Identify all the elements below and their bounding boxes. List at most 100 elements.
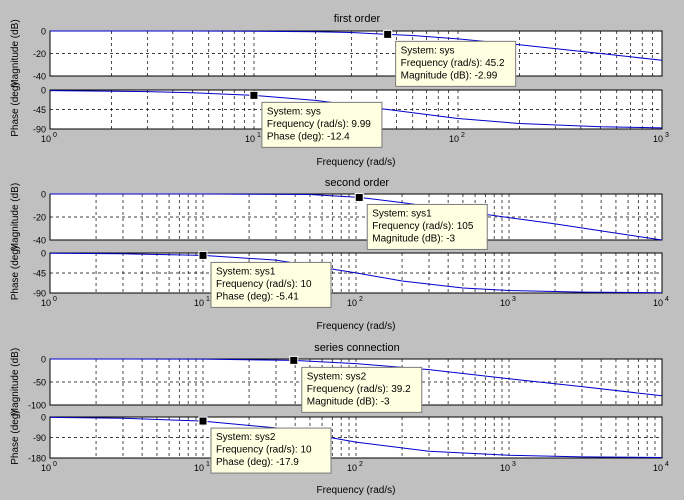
y-tick-label: 0 bbox=[41, 27, 46, 37]
x-tick-label: 10 1 bbox=[245, 132, 261, 144]
x-tick-exponent: 1 bbox=[206, 461, 210, 468]
x-tick-label: 10 2 bbox=[449, 132, 465, 144]
y-tick-label: -20 bbox=[33, 49, 46, 59]
y-axis-label: Magnitude (dB) bbox=[10, 19, 21, 87]
datatip-marker bbox=[198, 250, 208, 260]
x-tick-base: 10 bbox=[653, 463, 663, 473]
x-tick-exponent: 0 bbox=[53, 296, 57, 303]
x-tick-base: 10 bbox=[245, 134, 255, 144]
y-tick-label: 0 bbox=[41, 355, 46, 365]
y-axis-label: Phase (deg) bbox=[10, 410, 21, 464]
chart-title: first order bbox=[334, 13, 381, 25]
x-tick-base: 10 bbox=[194, 463, 204, 473]
x-axis-label: Frequency (rad/s) bbox=[317, 485, 396, 496]
x-axis-label: Frequency (rad/s) bbox=[317, 321, 396, 332]
datatip-box bbox=[210, 261, 332, 308]
datatip-line: Magnitude (dB): -3 bbox=[372, 233, 455, 244]
y-tick-label: 0 bbox=[41, 86, 46, 96]
phase-panel: 0 -90 -180 Phase (deg) bbox=[10, 410, 663, 465]
x-tick-base: 10 bbox=[194, 298, 204, 308]
datatip-box bbox=[366, 203, 488, 250]
datatip-marker bbox=[249, 90, 259, 100]
x-tick-base: 10 bbox=[500, 463, 510, 473]
datatip-line: System: sys1 bbox=[372, 208, 432, 219]
datatip-line: Frequency (rad/s): 10 bbox=[216, 279, 312, 290]
datatip-line: System: sys2 bbox=[307, 371, 367, 382]
y-axis-label: Magnitude (dB) bbox=[10, 348, 21, 416]
x-tick-exponent: 0 bbox=[53, 132, 57, 139]
chart-title: series connection bbox=[314, 342, 400, 354]
datatip-box bbox=[395, 40, 517, 87]
y-tick-label: -90 bbox=[33, 433, 46, 443]
series-line-sys2 bbox=[49, 358, 663, 397]
x-tick-exponent: 3 bbox=[665, 132, 669, 139]
datatip-line: Frequency (rad/s): 9.99 bbox=[267, 119, 371, 130]
datatip-marker bbox=[383, 29, 393, 39]
y-tick-label: -40 bbox=[33, 72, 46, 82]
datatip-line: Phase (deg): -5.41 bbox=[216, 291, 299, 302]
datatip-line: System: sys bbox=[401, 45, 455, 56]
x-tick-label: 10 2 bbox=[347, 461, 363, 473]
x-tick-base: 10 bbox=[347, 463, 357, 473]
x-tick-label: 10 0 bbox=[41, 461, 57, 473]
x-tick-exponent: 3 bbox=[512, 461, 516, 468]
x-tick-exponent: 0 bbox=[53, 461, 57, 468]
datatip-line: Frequency (rad/s): 45.2 bbox=[401, 58, 505, 69]
y-axis-label: Magnitude (dB) bbox=[10, 183, 21, 251]
datatip-magnitude: System: sys2 Frequency (rad/s): 39.2Magni… bbox=[289, 355, 423, 413]
x-tick-exponent: 4 bbox=[665, 461, 669, 468]
datatip-box bbox=[210, 427, 332, 474]
y-tick-label: -50 bbox=[33, 378, 46, 388]
x-tick-label: 10 1 bbox=[194, 296, 210, 308]
bode-chart-1: first order 0 -20 -40 Magnitude (dB) 0 -45 -90 P… bbox=[10, 13, 669, 168]
y-axis-label: Phase (deg) bbox=[10, 246, 21, 300]
x-tick-base: 10 bbox=[449, 134, 459, 144]
y-tick-label: -100 bbox=[28, 401, 46, 411]
datatip-line: Magnitude (dB): -2.99 bbox=[401, 70, 498, 81]
series-line-sys1 bbox=[49, 252, 663, 294]
magnitude-panel: 0 -20 -40 Magnitude (dB) bbox=[10, 183, 663, 251]
datatip-line: System: sys2 bbox=[216, 432, 276, 443]
datatip-line: Frequency (rad/s): 39.2 bbox=[307, 384, 411, 395]
x-tick-label: 10 3 bbox=[500, 461, 516, 473]
x-tick-exponent: 1 bbox=[206, 296, 210, 303]
y-tick-label: 0 bbox=[41, 413, 46, 423]
datatip-line: Phase (deg): -17.9 bbox=[216, 457, 299, 468]
x-tick-base: 10 bbox=[653, 298, 663, 308]
datatip-line: Magnitude (dB): -3 bbox=[307, 396, 390, 407]
x-tick-base: 10 bbox=[653, 134, 663, 144]
phase-panel: 0 -45 -90 Phase (deg) bbox=[10, 246, 663, 300]
x-tick-base: 10 bbox=[41, 463, 51, 473]
datatip-marker bbox=[198, 416, 208, 426]
y-tick-label: -90 bbox=[33, 125, 46, 135]
datatip-line: System: sys1 bbox=[216, 266, 276, 277]
series-line-sys2 bbox=[49, 416, 663, 458]
y-tick-label: -180 bbox=[28, 454, 46, 464]
datatip-magnitude: System: sys Frequency (rad/s): 45.2Magnit… bbox=[383, 29, 517, 87]
x-axis-label: Frequency (rad/s) bbox=[317, 157, 396, 168]
x-tick-label: 10 2 bbox=[347, 296, 363, 308]
y-tick-label: -90 bbox=[33, 289, 46, 299]
datatip-magnitude: System: sys1 Frequency (rad/s): 105Magnit… bbox=[354, 192, 488, 250]
x-tick-base: 10 bbox=[347, 298, 357, 308]
x-tick-exponent: 3 bbox=[512, 296, 516, 303]
chart-title: second order bbox=[325, 177, 390, 189]
y-tick-label: 0 bbox=[41, 249, 46, 259]
y-tick-label: -40 bbox=[33, 236, 46, 246]
x-tick-exponent: 2 bbox=[461, 132, 465, 139]
datatip-marker bbox=[289, 355, 299, 365]
x-tick-label: 10 1 bbox=[194, 461, 210, 473]
x-tick-label: 10 3 bbox=[500, 296, 516, 308]
y-tick-label: 0 bbox=[41, 190, 46, 200]
x-tick-label: 10 4 bbox=[653, 461, 669, 473]
datatip-line: System: sys bbox=[267, 106, 321, 117]
x-tick-exponent: 2 bbox=[359, 461, 363, 468]
x-tick-base: 10 bbox=[500, 298, 510, 308]
y-tick-label: -45 bbox=[33, 269, 46, 279]
datatip-box bbox=[261, 101, 383, 148]
datatip-phase: System: sys Frequency (rad/s): 9.99Phase … bbox=[249, 90, 383, 148]
